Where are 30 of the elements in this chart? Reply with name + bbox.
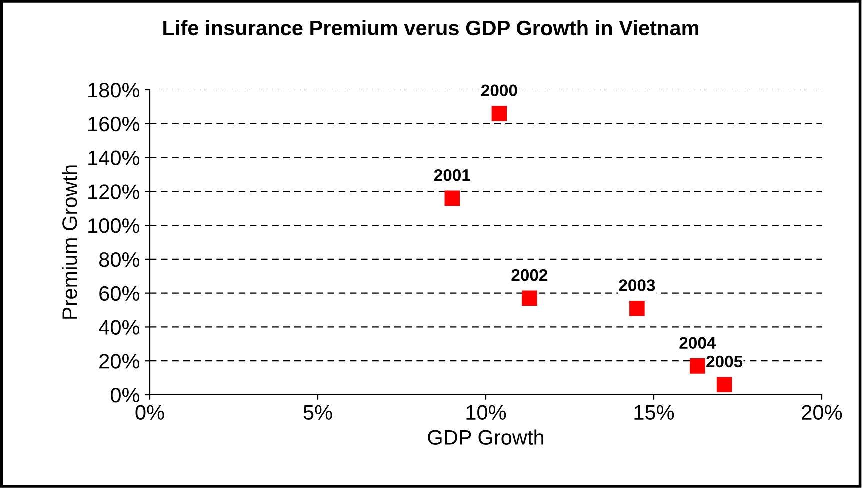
x-tick-label: 20% (802, 405, 842, 420)
x-tick-label: 15% (634, 405, 674, 420)
annotation: 2003 (619, 280, 656, 292)
point (690, 358, 706, 374)
x-tick-label: 0% (136, 405, 164, 420)
y-tick-label: 120% (88, 184, 140, 200)
y-tick-label: 180% (88, 83, 140, 98)
point (630, 300, 645, 316)
x-tick-label: 10% (466, 405, 506, 420)
y-tick-label: 0% (110, 388, 140, 403)
point (492, 106, 508, 122)
y-tick-label: 60% (100, 286, 140, 302)
chart-title: Life insurance Premium verus GDP Growth in Vietnam (164, 20, 699, 36)
y-tick-label: 40% (99, 320, 140, 335)
point (522, 290, 538, 306)
annotation: 2002 (512, 269, 548, 282)
y-tick-label: 80% (99, 252, 140, 268)
annotation: 2004 (680, 337, 716, 350)
point (444, 190, 460, 206)
annotation: 2000 (481, 84, 518, 97)
y-axis-title: Premium Growth (62, 166, 78, 319)
y-tick-label: 140% (88, 150, 140, 166)
y-tick-label: 100% (88, 218, 140, 234)
point (716, 377, 732, 392)
x-tick-label: 5% (304, 405, 332, 420)
annotation: 2001 (434, 169, 470, 182)
x-axis-title: GDP Growth (428, 430, 544, 445)
y-tick-label: 20% (100, 354, 140, 369)
annotation: 2005 (706, 356, 743, 368)
y-tick-label: 160% (88, 116, 140, 132)
